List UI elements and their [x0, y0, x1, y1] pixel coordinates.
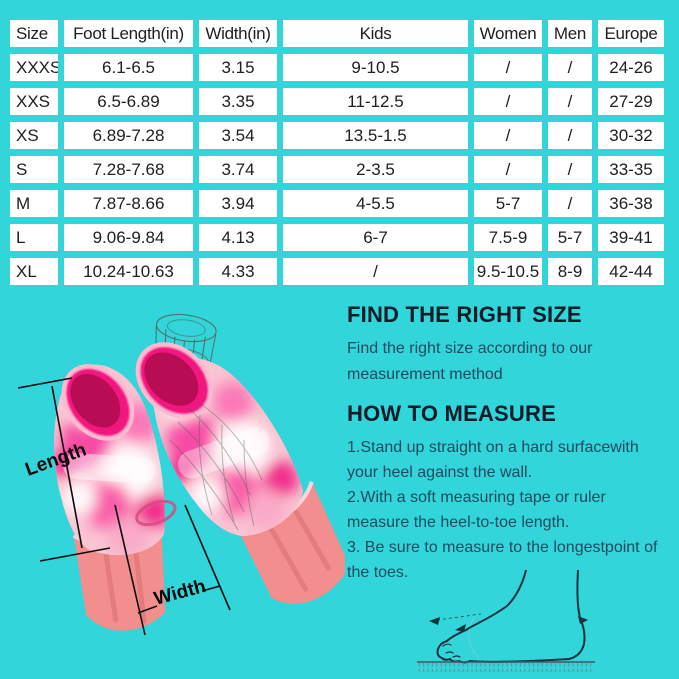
- measure-step-line: the toes.: [347, 564, 409, 581]
- table-cell: /: [548, 54, 592, 81]
- ghost-outline: [468, 614, 480, 659]
- measure-arrows: [429, 613, 588, 632]
- table-header-cell: Women: [474, 20, 542, 47]
- width-dimension-line: [114, 504, 231, 636]
- size-table: Size Foot Length(in) Width(in) Kids Women Men…: [10, 20, 664, 285]
- table-cell: 36-38: [598, 190, 664, 217]
- table-header-cell: Width(in): [199, 20, 277, 47]
- measure-step-line: 3. Be sure to measure to the longestpoin…: [347, 539, 658, 556]
- measure-step-line: your heel against the wall.: [347, 464, 532, 481]
- table-cell: /: [474, 156, 542, 183]
- table-cell: 13.5-1.5: [283, 122, 468, 149]
- table-cell: 3.74: [199, 156, 277, 183]
- ruler: [417, 661, 595, 672]
- table-cell: 7.28-7.68: [64, 156, 193, 183]
- table-cell: 9.5-10.5: [474, 258, 542, 285]
- measure-step-line: 1.Stand up straight on a hard surfacewit…: [347, 439, 639, 456]
- table-cell: 3.15: [199, 54, 277, 81]
- table-cell: 5-7: [474, 190, 542, 217]
- table-header-cell: Size: [10, 20, 58, 47]
- table-cell: 4.13: [199, 224, 277, 251]
- table-cell: 3.54: [199, 122, 277, 149]
- length-dimension-line: [17, 377, 111, 562]
- wireframe-foot-mesh: [169, 401, 263, 531]
- measure-step-line: 2.With a soft measuring tape or ruler: [347, 489, 606, 506]
- table-cell: 8-9: [548, 258, 592, 285]
- table-cell: 30-32: [598, 122, 664, 149]
- table-header-cell: Foot Length(in): [64, 20, 193, 47]
- table-cell: /: [548, 122, 592, 149]
- table-cell: 7.87-8.66: [64, 190, 193, 217]
- table-cell: XXS: [10, 88, 58, 115]
- table-header-cell: Europe: [598, 20, 664, 47]
- table-cell: 9-10.5: [283, 54, 468, 81]
- table-cell: L: [10, 224, 58, 251]
- table-cell: 11-12.5: [283, 88, 468, 115]
- table-cell: /: [474, 88, 542, 115]
- table-cell: /: [283, 258, 468, 285]
- table-cell: 10.24-10.63: [64, 258, 193, 285]
- table-cell: 42-44: [598, 258, 664, 285]
- find-size-subtitle: measurement method: [347, 366, 503, 383]
- find-size-subtitle: Find the right size according to our: [347, 340, 593, 357]
- table-cell: /: [474, 54, 542, 81]
- measurement-info: FIND THE RIGHT SIZE Find the right size …: [347, 301, 679, 585]
- table-cell: 3.94: [199, 190, 277, 217]
- table-cell: /: [548, 190, 592, 217]
- table-cell: /: [548, 156, 592, 183]
- table-cell: XL: [10, 258, 58, 285]
- how-to-measure-title: HOW TO MEASURE: [347, 401, 556, 426]
- table-cell: /: [474, 122, 542, 149]
- foot-measure-diagram: [417, 570, 595, 672]
- fins-illustration: Length Width: [17, 313, 345, 636]
- table-cell: 9.06-9.84: [64, 224, 193, 251]
- right-fin: [135, 342, 345, 604]
- measure-step-line: measure the heel-to-toe length.: [347, 514, 570, 531]
- table-cell: 2-3.5: [283, 156, 468, 183]
- table-cell: 33-35: [598, 156, 664, 183]
- table-cell: 4.33: [199, 258, 277, 285]
- table-cell: 24-26: [598, 54, 664, 81]
- table-cell: XS: [10, 122, 58, 149]
- table-cell: S: [10, 156, 58, 183]
- table-cell: 5-7: [548, 224, 592, 251]
- table-cell: 27-29: [598, 88, 664, 115]
- foot-outline: [436, 570, 586, 664]
- table-cell: 6.89-7.28: [64, 122, 193, 149]
- table-cell: 7.5-9: [474, 224, 542, 251]
- left-fin: [51, 364, 177, 631]
- table-cell: /: [548, 88, 592, 115]
- table-cell: 3.35: [199, 88, 277, 115]
- find-size-title: FIND THE RIGHT SIZE: [347, 302, 582, 327]
- table-cell: 6-7: [283, 224, 468, 251]
- table-header-cell: Kids: [283, 20, 468, 47]
- table-cell: 4-5.5: [283, 190, 468, 217]
- table-cell: 6.5-6.89: [64, 88, 193, 115]
- toe-details: [442, 643, 461, 658]
- table-header-cell: Men: [548, 20, 592, 47]
- table-cell: XXXS: [10, 54, 58, 81]
- table-cell: M: [10, 190, 58, 217]
- table-cell: 6.1-6.5: [64, 54, 193, 81]
- table-cell: 39-41: [598, 224, 664, 251]
